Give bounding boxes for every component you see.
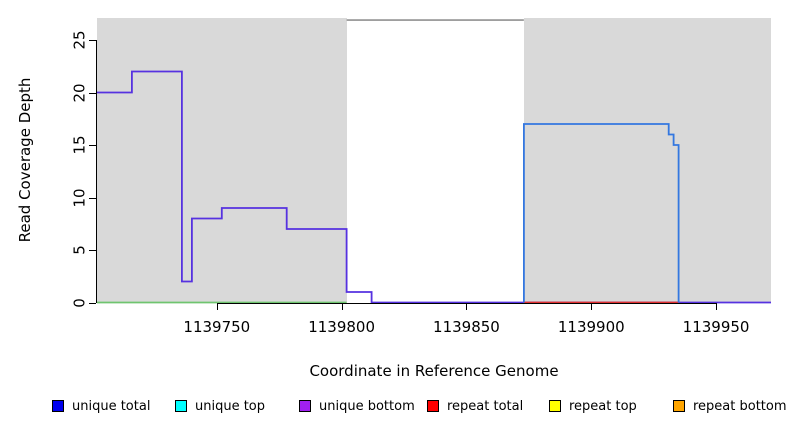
y-tick xyxy=(89,145,96,146)
x-tick-label: 1139950 xyxy=(682,318,750,336)
legend-label: repeat top xyxy=(569,398,637,414)
legend-item-unique-top: unique top xyxy=(175,398,265,414)
unique-top-swatch-icon xyxy=(175,400,187,412)
y-tick xyxy=(89,250,96,251)
repeat-bottom-swatch-icon xyxy=(673,400,685,412)
series-line xyxy=(97,70,771,304)
y-tick xyxy=(89,92,96,94)
x-tick xyxy=(216,303,218,310)
y-tick-label: 15 xyxy=(70,135,89,155)
legend-label: unique total xyxy=(72,398,151,414)
legend-item-repeat-top: repeat top xyxy=(549,398,637,414)
legend-item-repeat-bottom: repeat bottom xyxy=(673,398,787,414)
x-tick xyxy=(466,303,468,310)
x-tick xyxy=(341,303,343,310)
legend-label: repeat bottom xyxy=(693,398,787,414)
y-tick xyxy=(89,40,96,41)
repeat-top-swatch-icon xyxy=(549,400,561,412)
shaded-region-left xyxy=(97,18,347,303)
y-tick xyxy=(89,302,96,304)
y-tick-label: 5 xyxy=(70,245,89,255)
unique-bottom-swatch-icon xyxy=(299,400,311,412)
x-tick-label: 1139900 xyxy=(557,318,625,336)
plot-area xyxy=(97,18,771,304)
legend: unique total unique top unique bottom repea… xyxy=(0,398,792,414)
unique-total-swatch-icon xyxy=(52,400,64,412)
y-axis-line xyxy=(96,40,97,303)
y-tick-label: 25 xyxy=(70,30,89,50)
coverage-step-lines xyxy=(97,19,771,304)
y-axis-title: Read Coverage Depth xyxy=(16,77,34,243)
legend-label: unique top xyxy=(195,398,266,414)
y-tick-label: 10 xyxy=(70,187,89,208)
legend-label: unique bottom xyxy=(319,398,415,414)
y-tick-label: 20 xyxy=(70,82,89,103)
x-tick xyxy=(716,303,718,310)
x-tick xyxy=(591,303,593,310)
legend-label: repeat total xyxy=(447,398,524,414)
legend-item-unique-bottom: unique bottom xyxy=(299,398,415,414)
shaded-region-right xyxy=(523,18,771,303)
x-axis-title: Coordinate in Reference Genome xyxy=(309,362,559,380)
legend-item-unique-total: unique total xyxy=(52,398,150,414)
y-tick-label: 0 xyxy=(70,297,89,308)
repeat-total-swatch-icon xyxy=(427,400,439,412)
x-tick-label: 1139850 xyxy=(433,318,500,336)
legend-item-repeat-total: repeat total xyxy=(427,398,523,414)
x-tick-label: 1139800 xyxy=(308,318,376,336)
series-line xyxy=(522,123,680,303)
y-tick xyxy=(89,197,96,199)
x-tick-label: 1139750 xyxy=(183,318,251,336)
